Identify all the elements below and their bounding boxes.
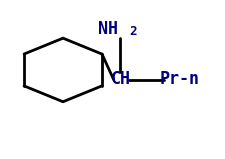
Text: CH: CH: [110, 70, 130, 89]
Text: NH: NH: [98, 20, 118, 38]
Text: 2: 2: [129, 25, 137, 38]
Text: Pr-n: Pr-n: [160, 70, 200, 89]
